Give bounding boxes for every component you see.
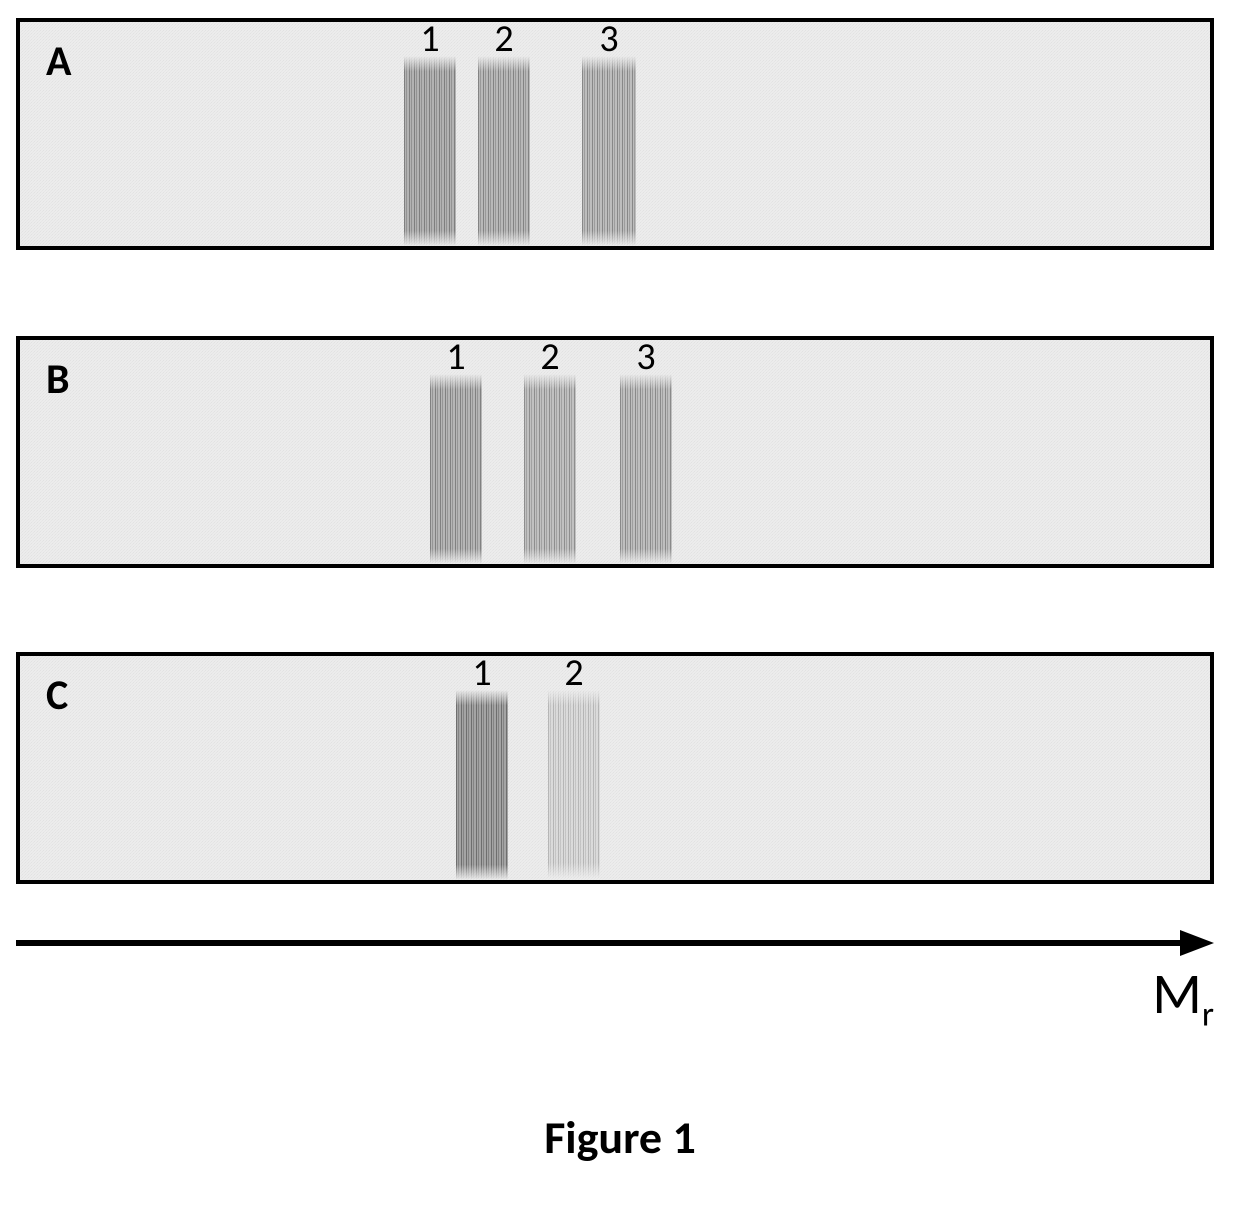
gel-band-b2 (524, 374, 576, 564)
gel-band-c1 (456, 690, 508, 880)
panel-label: A (46, 36, 71, 87)
axis-label-main: M (1152, 958, 1202, 1029)
band-label: 3 (636, 334, 655, 380)
axis-arrow-head-icon (1180, 930, 1214, 956)
axis-label-sub: r (1202, 994, 1214, 1036)
axis-arrow-line (16, 940, 1194, 946)
figure-caption: Figure 1 (0, 1110, 1240, 1166)
panel-label: B (46, 354, 70, 405)
gel-band-c2 (548, 690, 600, 878)
gel-panel-bg (16, 336, 1214, 568)
gel-band-a2 (478, 56, 530, 246)
gel-band-b1 (430, 374, 482, 564)
gel-band-a1 (404, 56, 456, 246)
gel-panel-b: B 1 2 3 (16, 336, 1214, 568)
gel-band-a3 (582, 56, 636, 246)
band-label: 1 (446, 334, 465, 380)
gel-panel-bg (16, 652, 1214, 884)
figure-canvas: A 1 2 3 B 1 2 3 C 1 2 Mr Figure 1 (0, 0, 1240, 1211)
gel-panel-c: C 1 2 (16, 652, 1214, 884)
band-label: 3 (599, 16, 618, 62)
band-label: 1 (420, 16, 439, 62)
band-label: 1 (472, 650, 491, 696)
gel-band-b3 (620, 374, 672, 564)
gel-panel-a: A 1 2 3 (16, 18, 1214, 250)
band-label: 2 (564, 650, 583, 696)
axis-label-mr: Mr (1152, 958, 1214, 1036)
band-label: 2 (540, 334, 559, 380)
panel-label: C (46, 670, 68, 721)
band-label: 2 (494, 16, 513, 62)
